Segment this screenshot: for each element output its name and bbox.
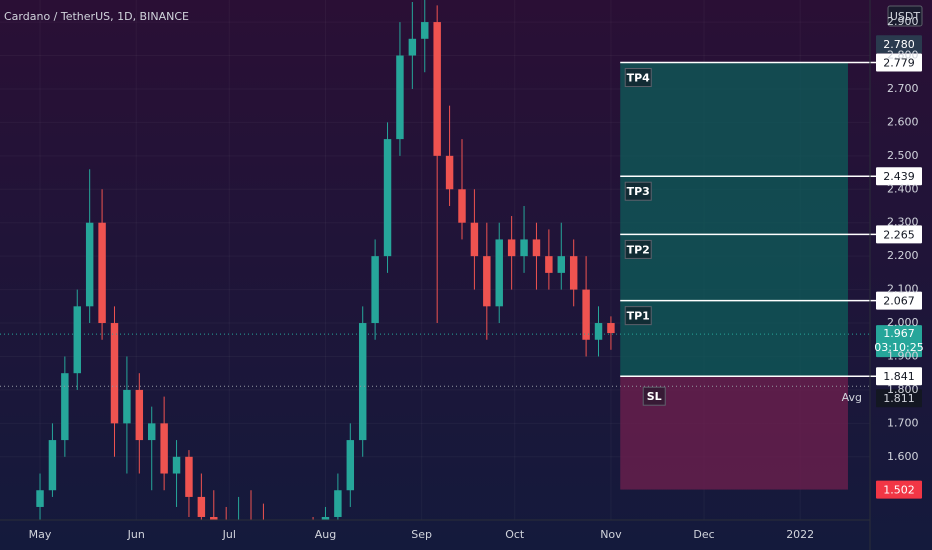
candle-body [470, 222, 479, 257]
countdown: 03:10:25 [874, 341, 923, 354]
level-tag-bg [876, 225, 922, 244]
level-tag-bg [876, 167, 922, 186]
level-tag: 2.265 [883, 228, 915, 241]
last-price: 1.967 [883, 327, 915, 340]
unit-bg [887, 5, 923, 27]
level-label-bg [624, 68, 652, 88]
y-tick-label: 2.000 [887, 316, 919, 329]
candle-body [557, 256, 566, 273]
high-tag-bg [876, 35, 922, 54]
y-tick-label: 2.900 [887, 15, 919, 28]
candle-body [185, 456, 193, 497]
candle-body [545, 256, 553, 273]
candle-body [210, 516, 218, 520]
x-tick-label: Nov [600, 528, 622, 541]
level-label: TP2 [627, 243, 650, 256]
level-tag-bg [876, 367, 922, 386]
x-tick-label: May [29, 528, 52, 541]
level-tag-bg [876, 53, 922, 72]
stop-tag: 1.502 [883, 484, 915, 497]
candle-body [532, 239, 541, 257]
candle-body [346, 440, 355, 491]
x-tick-label: Sep [411, 528, 432, 541]
y-tick-label: 2.400 [887, 182, 919, 195]
candle-body [61, 373, 69, 441]
level-label-bg [624, 239, 652, 259]
level-label: TP3 [627, 185, 650, 198]
candle-body [36, 490, 44, 507]
candle-body [98, 222, 106, 324]
avg-label: Avg [842, 391, 862, 404]
level-label-bg [624, 181, 652, 201]
candle-body [408, 38, 417, 56]
y-tick-label: 1.700 [887, 416, 919, 429]
candle-body [458, 189, 466, 223]
x-tick-label: Jul [222, 528, 236, 541]
candle-body [147, 423, 156, 441]
level-tag: 2.439 [883, 170, 915, 183]
candle-body [396, 55, 404, 140]
candle-body [197, 496, 206, 517]
level-label: SL [647, 390, 662, 403]
y-tick-label: 1.600 [887, 450, 919, 463]
x-tick-label: Aug [315, 528, 336, 541]
candle-body [445, 155, 454, 190]
candle-body [383, 139, 392, 257]
candle-body [358, 323, 367, 441]
level-label-bg [642, 386, 666, 406]
y-tick-label: 2.100 [887, 283, 919, 296]
unit-label: USDT [890, 10, 921, 23]
candle-body [73, 306, 81, 374]
x-tick-label: Dec [693, 528, 714, 541]
y-tick-label: 2.800 [887, 49, 919, 62]
candle-body [48, 440, 57, 491]
y-tick-label: 1.800 [887, 383, 919, 396]
avg-tag-bg [876, 389, 922, 408]
y-tick-label: 2.500 [887, 149, 919, 162]
candle-body [172, 456, 181, 474]
last-tag-bg [876, 325, 922, 358]
candle-body [371, 256, 379, 324]
y-tick-label: 2.700 [887, 82, 919, 95]
candle-body [135, 389, 144, 441]
stop-tag-bg [876, 480, 922, 499]
y-tick-label: 2.300 [887, 216, 919, 229]
x-tick-label: Oct [505, 528, 525, 541]
y-tick-label: 2.600 [887, 115, 919, 128]
candle-body [495, 239, 503, 307]
high-tag: 2.780 [883, 38, 915, 51]
candle-body [483, 256, 491, 307]
profit-zone [620, 62, 848, 377]
x-tick-label: 2022 [786, 528, 814, 541]
level-label: TP1 [627, 310, 650, 323]
candle-body [421, 22, 429, 39]
candle-body [569, 256, 578, 290]
chart-title: Cardano / TetherUS, 1D, BINANCE [4, 10, 189, 23]
candle-body [110, 323, 119, 424]
candle-body [507, 239, 516, 257]
candle-body [520, 239, 528, 257]
candle-body [582, 289, 590, 340]
level-tag: 2.779 [883, 57, 915, 70]
level-label-bg [624, 306, 652, 326]
level-tag: 2.067 [883, 295, 915, 308]
candle-body [321, 516, 330, 520]
y-tick-label: 1.900 [887, 349, 919, 362]
level-tag-bg [876, 291, 922, 310]
candle-body [433, 22, 441, 156]
candle-body [123, 389, 131, 424]
candle-body [85, 222, 94, 307]
candle-body [334, 490, 342, 517]
candle-body [594, 323, 603, 340]
y-tick-label: 2.200 [887, 249, 919, 262]
candle-body [607, 323, 615, 334]
level-tag: 1.841 [883, 370, 915, 383]
x-tick-label: Jun [127, 528, 145, 541]
avg-tag: 1.811 [883, 392, 915, 405]
candle-body [160, 423, 168, 474]
level-label: TP4 [627, 72, 651, 85]
